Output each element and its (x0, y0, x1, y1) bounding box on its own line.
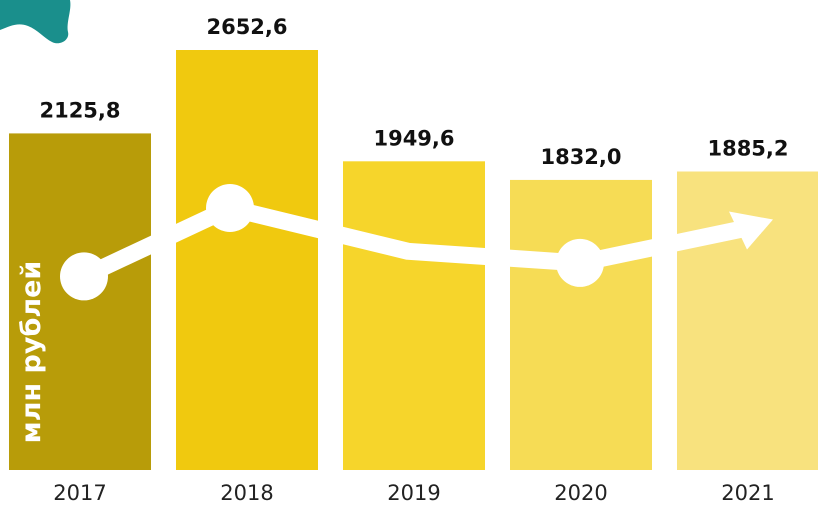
y-axis-label: млн рублей (16, 261, 47, 444)
x-tick-2021: 2021 (721, 481, 774, 505)
bar-2017 (9, 133, 151, 470)
bar-2019 (343, 161, 485, 470)
bars-group (9, 50, 818, 471)
value-label-2018: 2652,6 (206, 15, 287, 39)
map-fragment-decoration (0, 0, 71, 44)
bar-2018 (176, 50, 318, 470)
trend-line-group (60, 184, 773, 301)
x-tick-2020: 2020 (554, 481, 607, 505)
trend-marker-2017 (60, 252, 108, 301)
bar-2020 (510, 179, 652, 471)
x-tick-labels-group: 2017 2018 2019 2020 2021 (53, 481, 774, 505)
x-tick-2019: 2019 (387, 481, 440, 505)
value-label-2019: 1949,6 (373, 126, 454, 150)
trend-arrowhead (729, 211, 773, 250)
trend-marker-2020 (556, 238, 604, 287)
value-label-2020: 1832,0 (540, 145, 621, 169)
trend-marker-2018 (206, 184, 254, 232)
value-label-2021: 1885,2 (707, 137, 788, 161)
value-label-2017: 2125,8 (39, 98, 120, 122)
x-tick-2018: 2018 (220, 481, 273, 505)
trend-line (80, 199, 761, 285)
value-labels-group: 2125,8 2652,6 1949,6 1832,0 1885,2 (39, 15, 788, 169)
x-tick-2017: 2017 (53, 481, 106, 505)
